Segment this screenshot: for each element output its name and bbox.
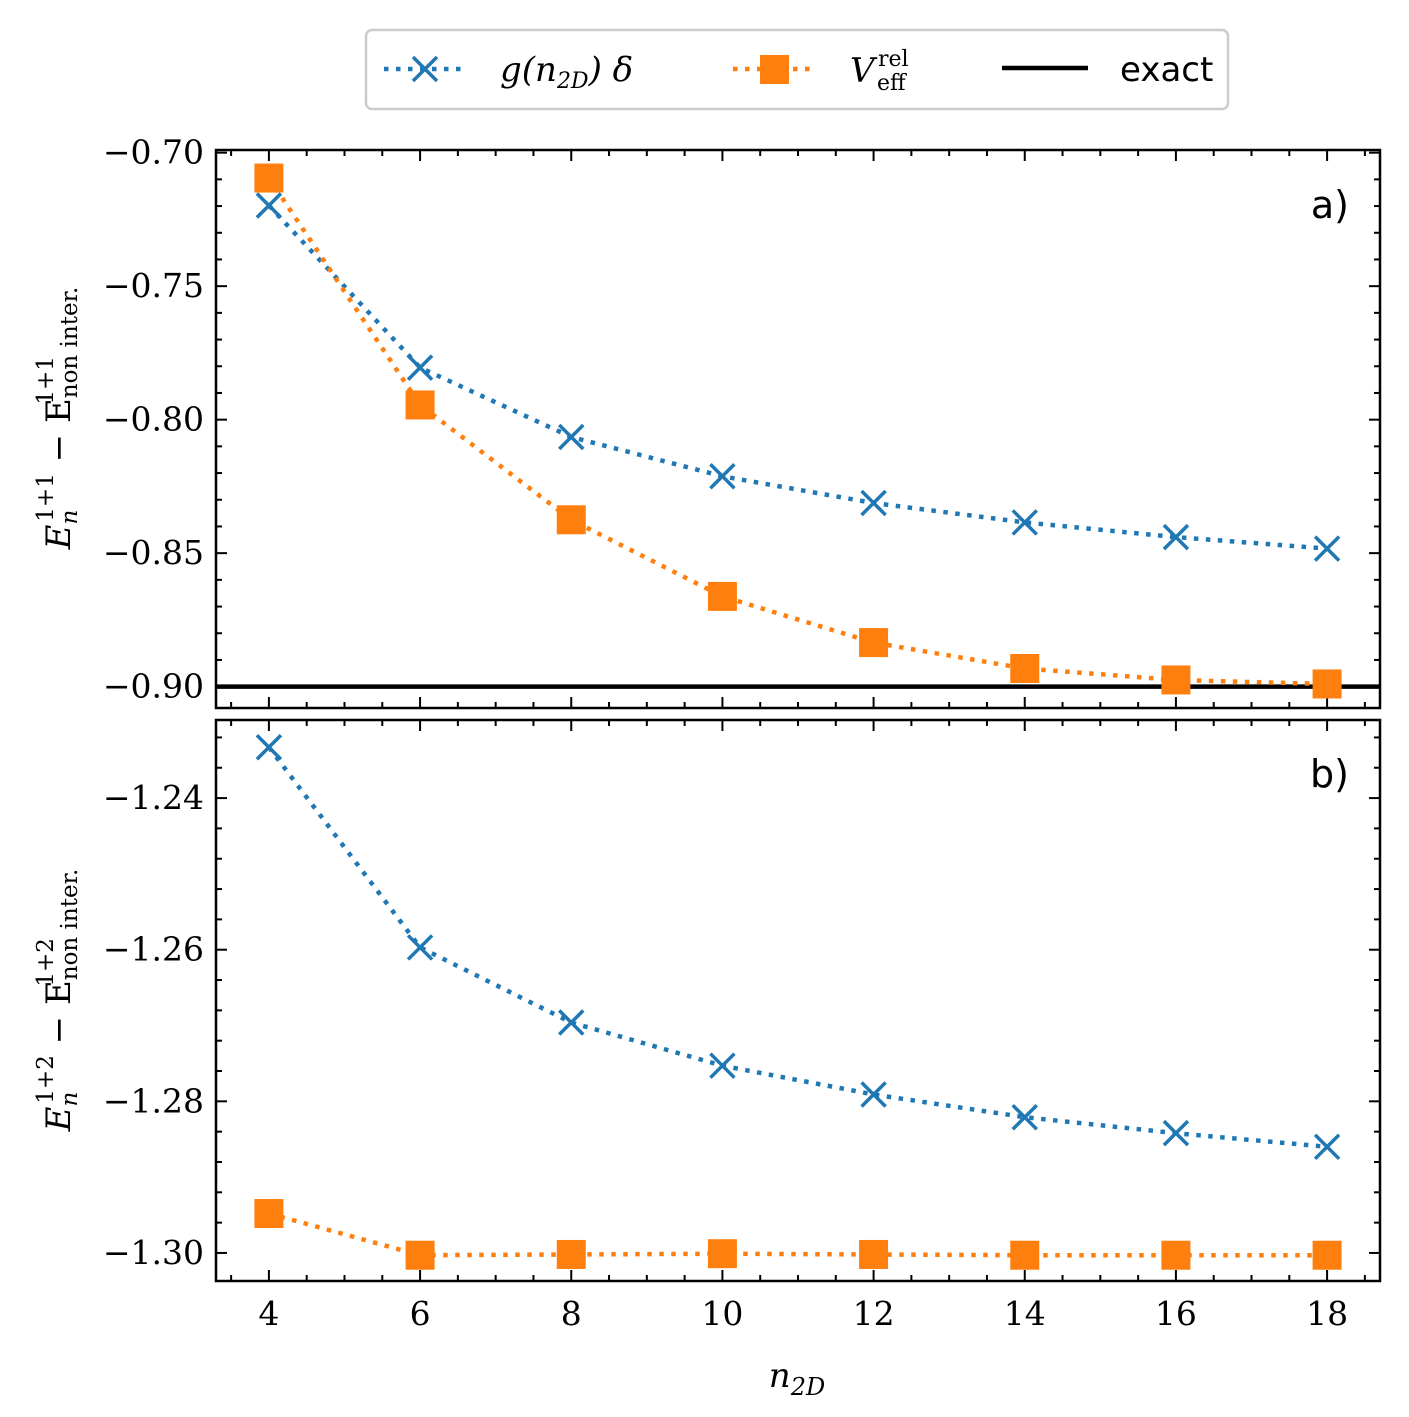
panel-a: −0.70 −0.75 −0.80 −0.85 −0.90 a) En1+1 −… (33, 133, 1382, 710)
legend-label-v-sub: eff (877, 71, 907, 96)
panel-a-v-eff-line (267, 176, 1328, 687)
legend-label-g-tail: ) δ (588, 50, 634, 90)
panel-a-ytick-label-4: −0.90 (103, 667, 204, 706)
panel-a-v-eff-point-6 (405, 390, 435, 420)
xtick-label-14: 14 (1004, 1294, 1046, 1333)
panel-a-ytick-label-2: −0.80 (103, 400, 204, 439)
legend-marker-x (411, 55, 439, 83)
panel-a-g-delta-point-12 (860, 489, 887, 517)
panel-b-g-delta-point-12 (860, 1081, 887, 1108)
legend-label-v-eff: V (850, 51, 878, 91)
panel-b-label: b) (1310, 752, 1349, 796)
panel-a-major-ticks (216, 150, 1380, 708)
legend: g(n2D) δ V rel eff exact (364, 28, 1230, 111)
panel-b-v-eff-point-18 (1312, 1240, 1342, 1270)
panel-b-g-delta-markers (255, 734, 1341, 1161)
x-axis-label: n2D (769, 1356, 825, 1401)
legend-item-g-delta: g(n2D) δ (384, 50, 633, 94)
panel-b-ytick-label-1: −1.26 (103, 930, 204, 969)
panel-a-g-delta-point-4 (255, 192, 283, 219)
xtick-label-8: 8 (561, 1294, 582, 1333)
panel-b-ylabel: En1+2 − Enon inter.1+2 (33, 869, 83, 1133)
panel-a-ytick-label-0: −0.70 (103, 133, 204, 172)
panel-a-minor-ticks (216, 150, 1380, 708)
panel-b-major-ticks (216, 720, 1380, 1281)
panel-b-v-eff-point-4 (254, 1199, 284, 1229)
panel-a-g-delta-point-18 (1313, 535, 1341, 562)
legend-item-exact: exact (1002, 50, 1213, 90)
xtick-label-16: 16 (1155, 1294, 1197, 1333)
panel-a-v-eff-point-10 (707, 581, 737, 611)
panel-b-ytick-label-2: −1.28 (103, 1081, 204, 1120)
panel-b-v-eff-point-8 (556, 1239, 586, 1269)
panel-b-g-delta-point-10 (709, 1052, 736, 1079)
panel-a-g-delta-point-6 (406, 354, 434, 381)
panel-a-v-eff-point-18 (1312, 669, 1342, 699)
panel-b-v-eff-line (268, 1211, 1328, 1258)
xtick-label-12: 12 (853, 1294, 895, 1333)
xtick-label-4: 4 (258, 1294, 279, 1333)
panel-b: −1.24 −1.26 −1.28 −1.30 4 6 8 10 12 14 1… (33, 718, 1382, 1333)
panel-b-g-delta-point-8 (558, 1009, 585, 1036)
panel-a-v-eff-point-14 (1010, 653, 1040, 683)
panel-a-ytick-label-3: −0.85 (103, 533, 204, 572)
legend-label-g-delta: g(n2D) δ (500, 50, 633, 94)
panel-b-ytick-labels: −1.24 −1.26 −1.28 −1.30 (103, 778, 204, 1272)
panel-b-g-delta-point-14 (1011, 1104, 1038, 1131)
panel-a-g-delta-markers (255, 192, 1341, 562)
panel-a-v-eff-markers (254, 163, 1342, 699)
legend-label-exact: exact (1120, 50, 1213, 90)
panel-b-frame (214, 718, 1382, 1283)
legend-label-v-sup: rel (878, 47, 909, 72)
legend-item-v-eff: V rel eff (733, 47, 909, 96)
xtick-label-6: 6 (410, 1294, 431, 1333)
panel-a-v-eff-point-4 (254, 163, 284, 193)
panel-b-g-delta-point-6 (406, 934, 434, 961)
panel-b-v-eff-point-14 (1010, 1240, 1040, 1270)
panel-a-v-eff-point-8 (556, 505, 586, 535)
panel-a-g-delta-point-10 (709, 463, 736, 490)
legend-label-g-sub: 2D (556, 69, 589, 94)
panel-b-xtick-labels: 4 6 8 10 12 14 16 18 (258, 1294, 1348, 1333)
panel-b-v-eff-markers (254, 1199, 1342, 1270)
panel-b-v-eff-point-12 (859, 1239, 889, 1269)
legend-label-v-main: V (850, 51, 878, 91)
panel-a-ytick-labels: −0.70 −0.75 −0.80 −0.85 −0.90 (103, 133, 204, 706)
panel-b-minor-ticks (216, 720, 1380, 1281)
panel-b-v-eff-point-10 (707, 1239, 737, 1269)
panel-a-v-eff-point-16 (1161, 665, 1191, 695)
panel-a-g-delta-point-14 (1011, 509, 1038, 536)
panel-a-v-eff-point-12 (859, 628, 889, 658)
panel-a-g-delta-point-8 (558, 423, 585, 451)
panel-a-frame (214, 148, 1382, 710)
panel-b-ytick-label-3: −1.30 (103, 1233, 204, 1272)
panel-b-g-delta-line (267, 745, 1328, 1150)
panel-a-g-delta-point-16 (1162, 523, 1190, 551)
panel-a-label: a) (1311, 183, 1349, 227)
xtick-label-10: 10 (701, 1294, 743, 1333)
legend-label-g-main: g(n (500, 50, 557, 90)
panel-b-ytick-label-0: −1.24 (103, 778, 204, 817)
xtick-label-18: 18 (1306, 1294, 1348, 1333)
panel-b-v-eff-point-6 (405, 1240, 435, 1270)
panel-b-g-delta-point-4 (255, 734, 283, 761)
panel-b-g-delta-point-16 (1162, 1119, 1190, 1147)
panel-a-ytick-label-1: −0.75 (103, 266, 204, 305)
panel-b-g-delta-point-18 (1313, 1133, 1341, 1161)
legend-marker-square (760, 55, 789, 84)
panel-b-v-eff-point-16 (1161, 1240, 1191, 1270)
panel-a-ylabel: En1+1 − Enon inter.1+1 (33, 287, 83, 551)
